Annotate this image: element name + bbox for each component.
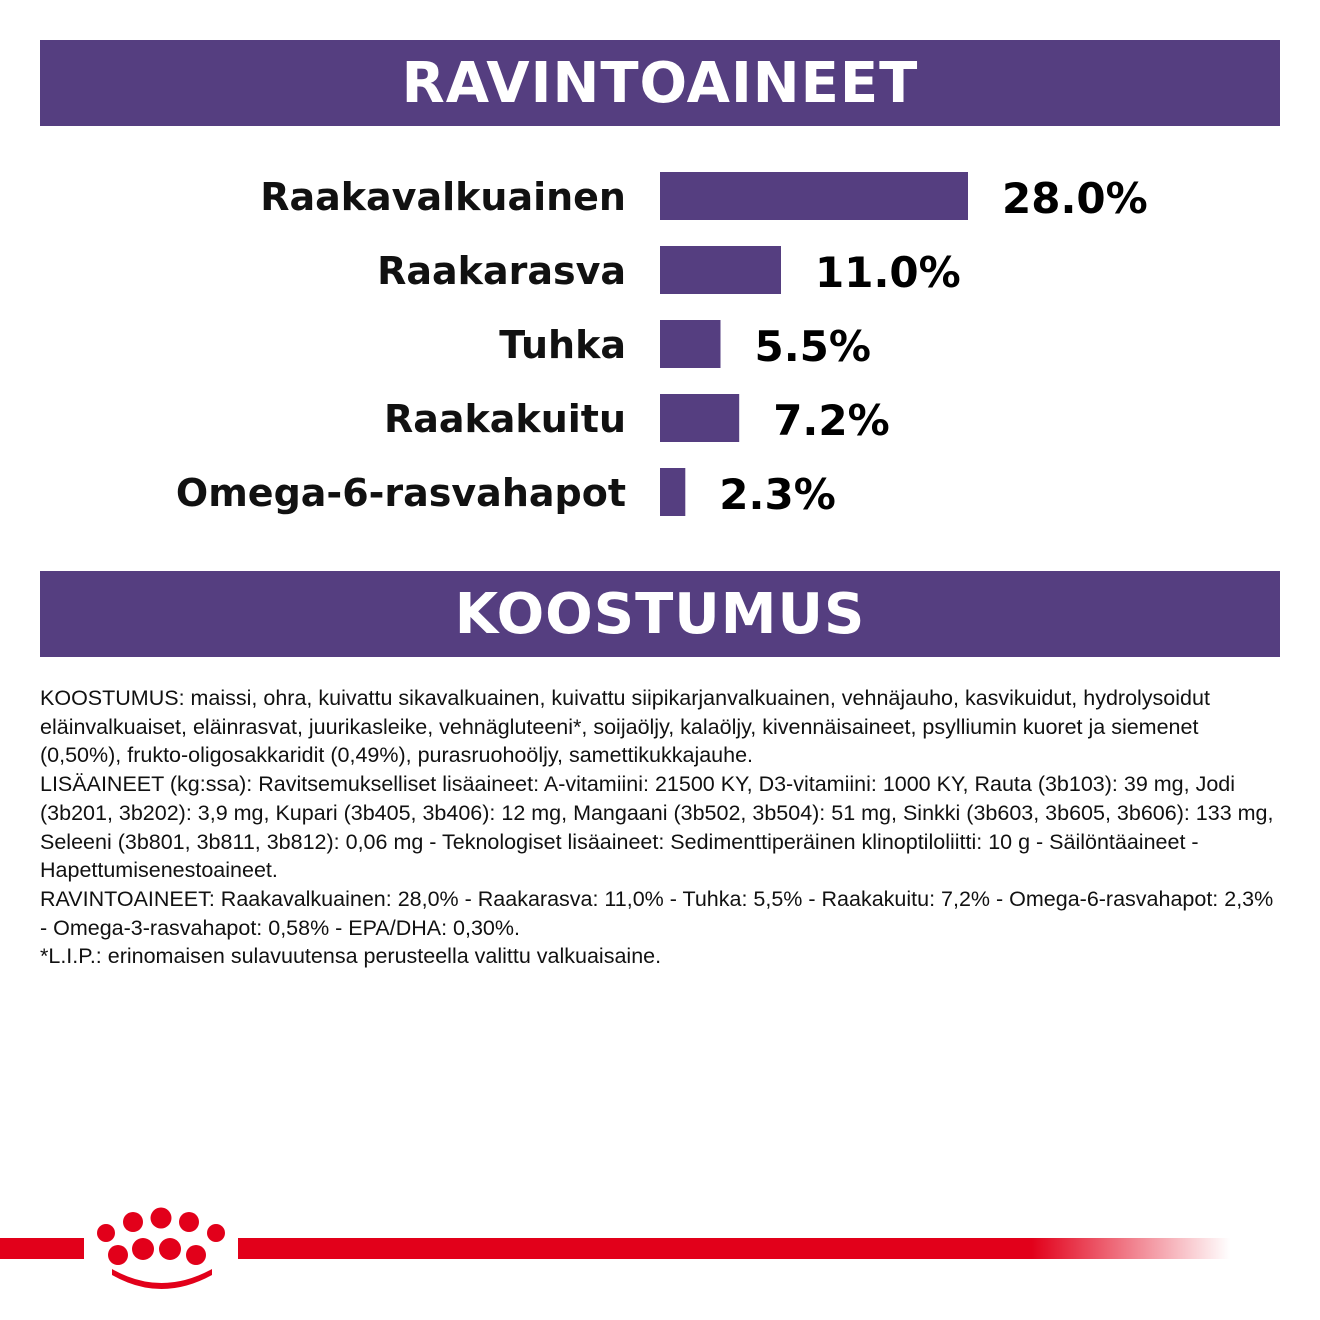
value-label: 7.2%	[773, 396, 889, 445]
composition-banner: KOOSTUMUS	[40, 571, 1280, 657]
bar	[660, 468, 686, 516]
royal-canin-crown-icon	[97, 1207, 225, 1289]
nutrients-bar-chart: Raakavalkuainen 28.0% Raakarasva 11.0% Tuhka…	[176, 172, 1148, 519]
nutrients-title: RAVINTOAINEET	[401, 50, 919, 116]
brand-stripe-left	[0, 1238, 84, 1259]
value-label: 11.0%	[815, 248, 961, 297]
brand-band	[0, 1207, 1230, 1289]
brand-stripe-right	[238, 1238, 1230, 1259]
bar	[660, 246, 781, 294]
category-label: Raakarasva	[377, 249, 626, 293]
bar	[660, 172, 968, 220]
nutrients-banner: RAVINTOAINEET	[40, 40, 1280, 126]
category-label: Tuhka	[499, 323, 626, 367]
bar	[660, 394, 740, 442]
value-label: 5.5%	[755, 322, 871, 371]
category-label: Omega-6-rasvahapot	[176, 471, 626, 515]
composition-text: KOOSTUMUS: maissi, ohra, kuivattu sikava…	[40, 684, 1280, 971]
composition-ingredients: KOOSTUMUS: maissi, ohra, kuivattu sikava…	[40, 686, 1210, 768]
bar	[660, 320, 721, 368]
composition-nutrients: RAVINTOAINEET: Raakavalkuainen: 28,0% - …	[40, 886, 1274, 940]
composition-additives: LISÄAINEET (kg:ssa): Ravitsemukselliset …	[40, 772, 1274, 883]
value-label: 28.0%	[1002, 174, 1148, 223]
category-label: Raakakuitu	[384, 397, 626, 441]
composition-footnote: *L.I.P.: erinomaisen sulavuutensa perust…	[40, 944, 662, 969]
category-label: Raakavalkuainen	[260, 175, 626, 219]
value-label: 2.3%	[719, 470, 835, 519]
composition-title: KOOSTUMUS	[454, 581, 866, 647]
